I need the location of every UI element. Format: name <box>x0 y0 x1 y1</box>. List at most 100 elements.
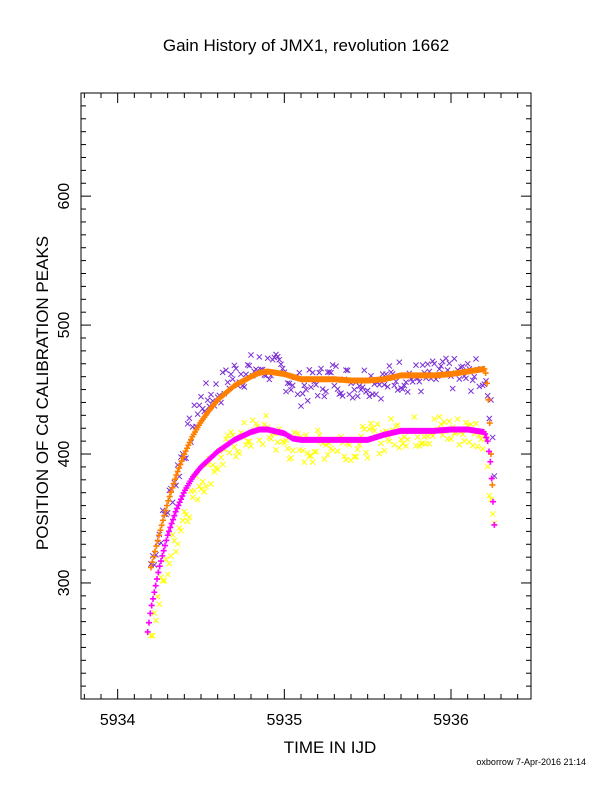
data-point-series-3 <box>144 628 151 635</box>
data-point-series-2 <box>226 449 233 456</box>
data-point-series-0 <box>384 383 391 390</box>
data-point-series-0 <box>459 363 466 370</box>
data-point-series-2 <box>378 440 384 447</box>
data-point-series-0 <box>309 369 316 376</box>
data-point-series-3 <box>172 508 179 515</box>
data-point-series-0 <box>296 369 303 376</box>
data-point-series-2 <box>148 632 154 639</box>
data-point-series-0 <box>486 415 493 422</box>
data-point-series-2 <box>168 553 174 560</box>
data-point-series-2 <box>223 436 229 443</box>
data-point-series-2 <box>291 429 298 436</box>
data-point-series-3 <box>146 619 152 626</box>
data-point-series-2 <box>283 437 289 444</box>
data-point-series-0 <box>469 377 476 384</box>
data-point-series-0 <box>248 352 254 358</box>
data-point-series-2 <box>186 514 193 521</box>
data-point-series-2 <box>329 447 336 454</box>
data-point-series-3 <box>167 524 174 531</box>
data-point-series-0 <box>213 381 219 387</box>
data-point-series-2 <box>479 445 486 452</box>
data-point-series-0 <box>396 359 403 366</box>
data-point-series-2 <box>208 481 214 487</box>
data-point-series-0 <box>208 391 214 398</box>
data-point-series-0 <box>473 355 479 362</box>
data-point-series-2 <box>461 438 468 445</box>
data-point-series-2 <box>388 415 394 422</box>
data-point-series-0 <box>334 386 341 393</box>
data-point-series-3 <box>164 532 171 539</box>
data-point-series-2 <box>218 454 224 461</box>
data-point-series-0 <box>313 381 319 388</box>
y-tick-label: 400 <box>56 441 73 468</box>
data-point-series-0 <box>278 361 284 368</box>
data-point-series-0 <box>329 361 336 368</box>
data-point-series-0 <box>224 379 231 386</box>
data-point-series-0 <box>314 392 321 399</box>
data-point-series-2 <box>368 420 374 427</box>
data-point-series-2 <box>159 577 166 584</box>
credit-stamp: oxborrow 7-Apr-2016 21:14 <box>476 757 586 767</box>
data-point-series-0 <box>489 434 496 441</box>
data-point-series-2 <box>469 442 476 449</box>
data-point-series-0 <box>456 376 463 382</box>
data-point-series-2 <box>486 492 493 499</box>
data-point-series-1 <box>166 493 173 500</box>
data-point-series-2 <box>459 431 466 438</box>
data-point-series-2 <box>429 433 436 440</box>
data-point-series-0 <box>451 355 458 362</box>
data-point-series-2 <box>173 548 179 555</box>
data-point-series-0 <box>244 361 251 368</box>
data-point-series-0 <box>279 365 286 372</box>
data-point-series-3 <box>150 595 156 602</box>
data-point-series-0 <box>298 403 304 410</box>
data-point-series-0 <box>339 392 346 399</box>
data-point-series-3 <box>166 528 172 535</box>
data-point-series-0 <box>186 415 193 422</box>
data-point-series-2 <box>261 421 268 428</box>
data-point-series-2 <box>463 419 469 426</box>
data-point-series-2 <box>321 456 328 463</box>
data-point-series-0 <box>184 420 191 427</box>
data-point-series-0 <box>266 376 273 383</box>
data-point-series-3 <box>163 537 170 544</box>
data-point-series-1 <box>485 396 492 403</box>
data-point-series-2 <box>468 421 474 428</box>
data-point-series-0 <box>443 355 449 362</box>
data-point-series-0 <box>308 384 314 391</box>
data-point-series-0 <box>401 382 408 389</box>
data-point-series-3 <box>154 576 160 583</box>
data-point-series-3 <box>175 502 182 509</box>
data-point-series-0 <box>256 353 263 360</box>
data-point-series-2 <box>386 438 393 445</box>
data-point-series-1 <box>172 476 178 483</box>
data-point-series-3 <box>160 547 167 554</box>
data-point-series-0 <box>276 356 283 363</box>
data-point-series-0 <box>343 367 349 374</box>
data-point-series-0 <box>436 366 443 373</box>
data-point-series-0 <box>376 381 383 388</box>
data-point-series-2 <box>288 454 294 461</box>
data-point-series-1 <box>481 365 488 372</box>
x-tick-label: 5935 <box>267 712 303 729</box>
data-point-series-2 <box>176 525 183 531</box>
data-point-series-2 <box>214 466 221 473</box>
data-point-series-0 <box>359 384 366 391</box>
data-point-series-0 <box>203 380 209 387</box>
data-point-series-3 <box>156 563 163 570</box>
data-point-series-0 <box>438 363 444 369</box>
data-point-series-0 <box>424 361 431 368</box>
data-point-series-0 <box>418 388 424 395</box>
data-point-series-0 <box>241 383 248 390</box>
data-point-series-2 <box>448 436 454 442</box>
data-point-series-1 <box>165 497 172 504</box>
data-point-series-2 <box>201 488 208 495</box>
data-point-series-2 <box>364 454 371 461</box>
data-point-series-0 <box>344 367 351 374</box>
data-point-series-2 <box>343 456 349 463</box>
x-tick-label: 5936 <box>433 712 469 729</box>
data-point-series-1 <box>154 537 161 544</box>
data-point-series-3 <box>484 438 491 445</box>
data-point-series-2 <box>351 453 358 460</box>
